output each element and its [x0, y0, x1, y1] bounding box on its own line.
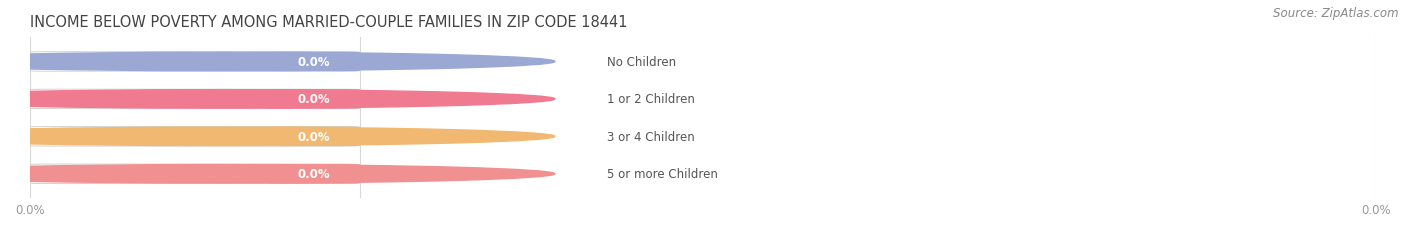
FancyBboxPatch shape	[30, 164, 360, 184]
FancyBboxPatch shape	[267, 90, 360, 109]
Circle shape	[0, 165, 555, 183]
Text: 5 or more Children: 5 or more Children	[607, 167, 718, 180]
FancyBboxPatch shape	[267, 164, 360, 184]
Text: No Children: No Children	[607, 56, 676, 69]
Text: 0.0%: 0.0%	[297, 56, 330, 69]
Circle shape	[0, 90, 555, 109]
FancyBboxPatch shape	[30, 52, 360, 72]
Text: INCOME BELOW POVERTY AMONG MARRIED-COUPLE FAMILIES IN ZIP CODE 18441: INCOME BELOW POVERTY AMONG MARRIED-COUPL…	[30, 15, 627, 30]
Text: 1 or 2 Children: 1 or 2 Children	[607, 93, 696, 106]
Text: 0.0%: 0.0%	[297, 167, 330, 180]
Circle shape	[0, 53, 555, 71]
FancyBboxPatch shape	[30, 127, 360, 146]
Text: 3 or 4 Children: 3 or 4 Children	[607, 130, 695, 143]
Text: 0.0%: 0.0%	[297, 93, 330, 106]
Circle shape	[0, 128, 555, 146]
FancyBboxPatch shape	[267, 127, 360, 146]
FancyBboxPatch shape	[30, 90, 360, 109]
Text: 0.0%: 0.0%	[297, 130, 330, 143]
Text: Source: ZipAtlas.com: Source: ZipAtlas.com	[1274, 7, 1399, 20]
FancyBboxPatch shape	[267, 52, 360, 72]
